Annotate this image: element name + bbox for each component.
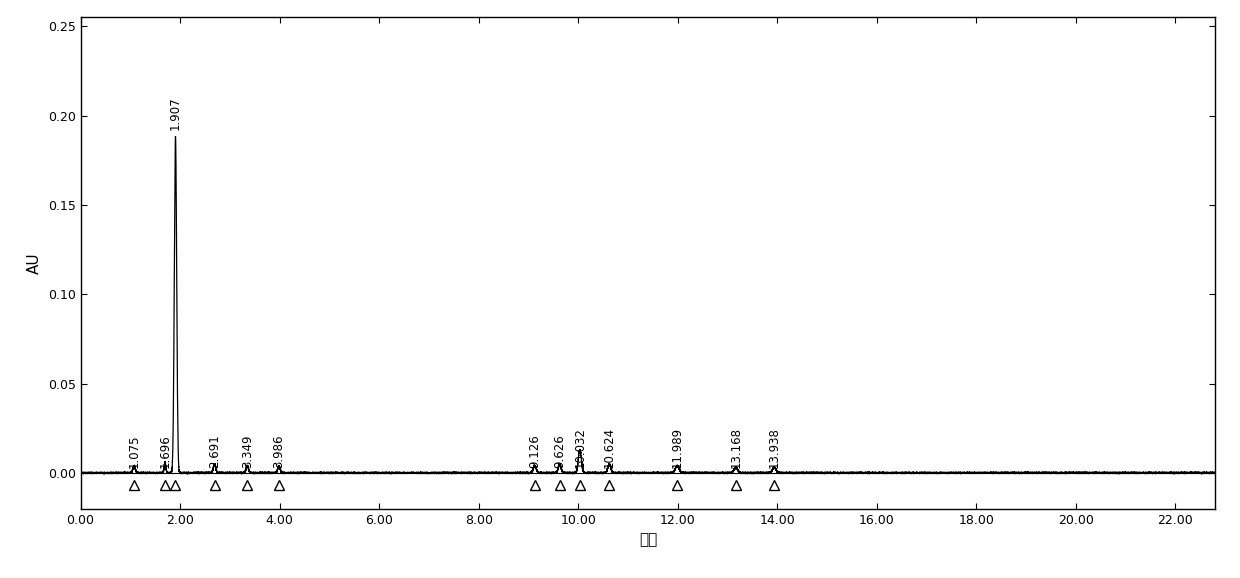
Text: 1.696: 1.696 <box>159 434 171 468</box>
Text: 10.624: 10.624 <box>603 427 616 468</box>
Text: 3.986: 3.986 <box>273 434 285 468</box>
Y-axis label: AU: AU <box>27 252 42 274</box>
Text: 13.168: 13.168 <box>729 427 743 468</box>
Text: 10.032: 10.032 <box>573 427 587 468</box>
Text: 2.691: 2.691 <box>208 434 221 468</box>
Text: 1.907: 1.907 <box>169 97 182 130</box>
Text: 9.126: 9.126 <box>528 434 541 468</box>
Text: 3.349: 3.349 <box>241 434 254 468</box>
X-axis label: 分钟: 分钟 <box>639 532 657 547</box>
Text: 9.626: 9.626 <box>553 434 567 468</box>
Text: 1.075: 1.075 <box>128 434 140 468</box>
Text: 11.989: 11.989 <box>671 427 683 468</box>
Text: 13.938: 13.938 <box>768 427 781 468</box>
